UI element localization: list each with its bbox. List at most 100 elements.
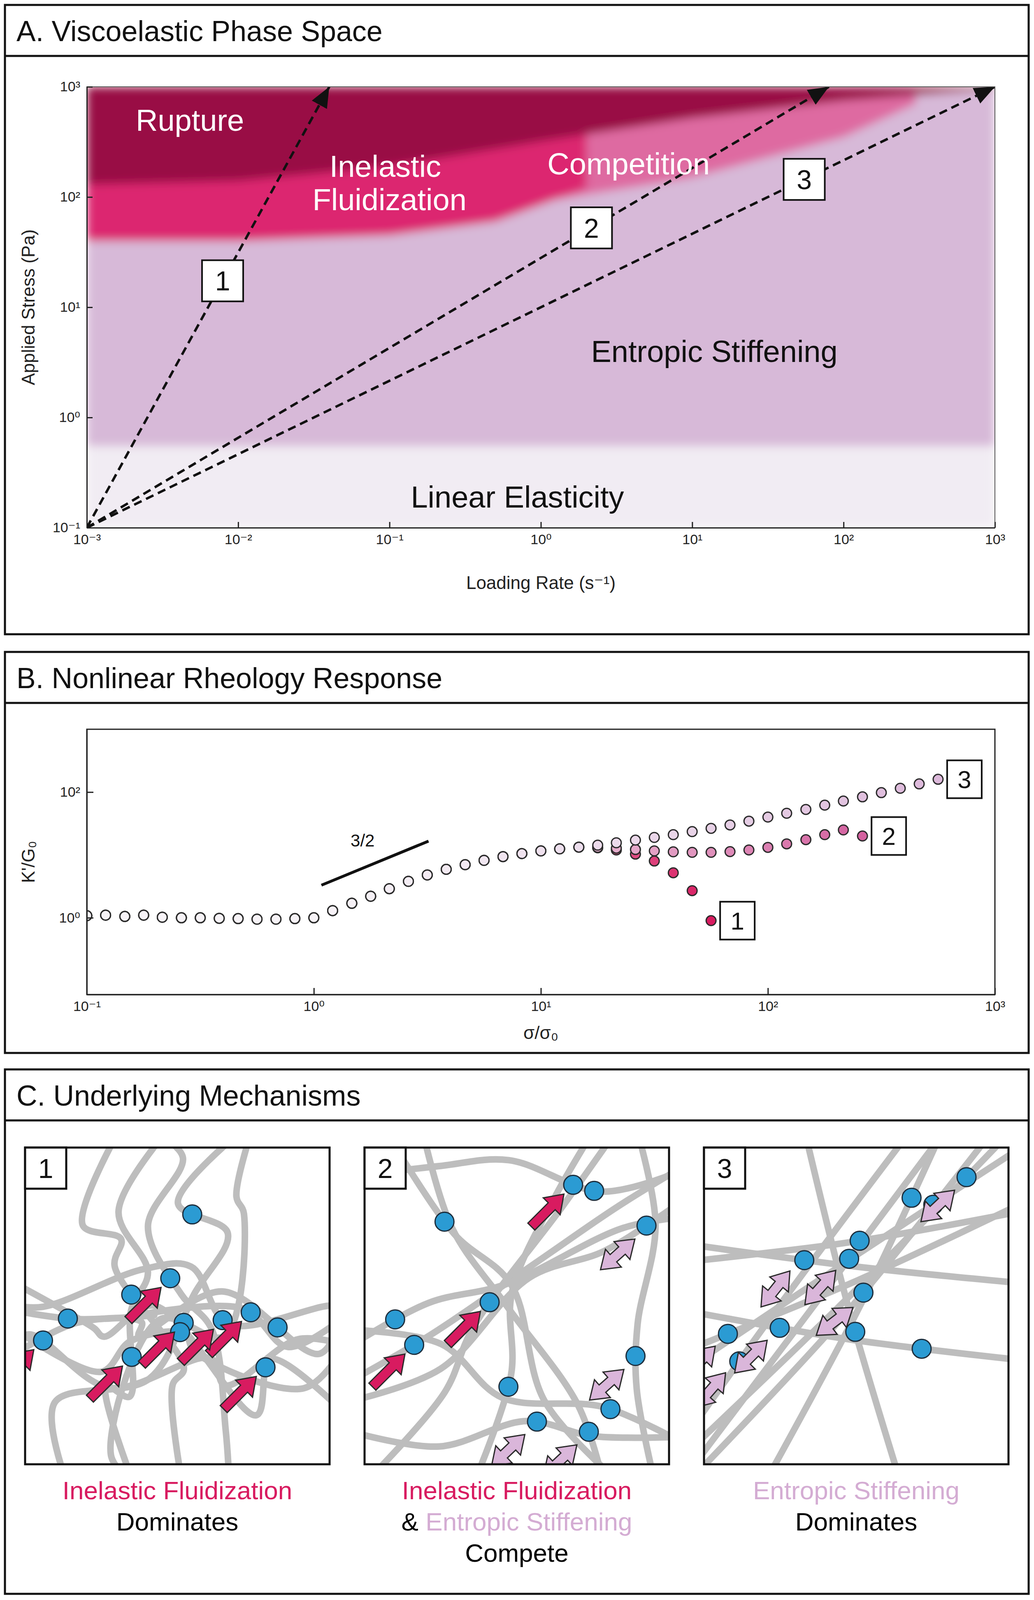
data-point xyxy=(233,913,244,924)
fluidization-arrow xyxy=(364,1346,414,1396)
caption-line: Compete xyxy=(464,1539,569,1568)
data-point xyxy=(157,912,168,923)
tick: 10⁻² xyxy=(224,522,253,548)
tick: 10³ xyxy=(60,78,93,95)
caption-run: Compete xyxy=(464,1539,569,1568)
tick-mark xyxy=(767,988,769,995)
x-axis-title: Loading Rate (s⁻¹) xyxy=(466,572,616,593)
data-point xyxy=(441,864,452,875)
data-point xyxy=(441,864,452,875)
data-point xyxy=(838,796,849,807)
tick-label: 10⁰ xyxy=(59,409,81,426)
tick: 10¹ xyxy=(60,299,93,315)
tick-mark xyxy=(540,988,542,995)
tick-label: 10⁻¹ xyxy=(52,519,81,536)
crosslink xyxy=(845,1322,865,1342)
data-point xyxy=(138,910,149,921)
plot-frame xyxy=(86,86,995,528)
crosslink xyxy=(268,1318,288,1338)
filament xyxy=(51,1147,242,1465)
panel-title: B. Nonlinear Rheology Response xyxy=(16,662,443,695)
arrow-label-box xyxy=(202,260,244,302)
series-points xyxy=(86,774,944,925)
stiffening-arrow xyxy=(592,1230,643,1280)
phase-region xyxy=(86,446,995,528)
network xyxy=(364,1147,670,1465)
data-point xyxy=(724,846,735,857)
tick-mark xyxy=(843,522,845,528)
stiffening-arrow xyxy=(751,1264,800,1316)
data-point xyxy=(346,898,357,909)
data-point xyxy=(781,839,792,850)
data-point xyxy=(119,911,130,922)
plot-frame xyxy=(86,729,995,995)
crosslink xyxy=(601,1400,621,1420)
axis-line xyxy=(86,729,88,996)
panel-title-rule xyxy=(4,55,1029,58)
crosslink xyxy=(385,1310,405,1330)
axis: 10⁻³10⁻²10⁻¹10⁰10¹10²10³ xyxy=(73,522,1006,548)
data-point xyxy=(100,910,111,921)
caption-run: Dominates xyxy=(116,1508,239,1537)
caption-line: Dominates xyxy=(116,1508,239,1537)
data-point xyxy=(668,868,679,879)
phase-region xyxy=(86,86,995,447)
crosslink xyxy=(794,1251,814,1271)
region-label: Linear Elasticity xyxy=(410,480,624,515)
data-point xyxy=(516,848,527,859)
crosslink xyxy=(434,1212,454,1232)
crosslink xyxy=(579,1422,599,1442)
data-point xyxy=(290,913,300,924)
tick-label: 10² xyxy=(757,998,779,1015)
mechanism-frame xyxy=(25,1147,330,1465)
data-point xyxy=(592,840,603,851)
data-point xyxy=(290,913,300,924)
data-point xyxy=(706,823,716,834)
data-point xyxy=(554,844,565,855)
data-point xyxy=(573,842,584,853)
series-label-text: 3 xyxy=(957,766,972,794)
series-label-box xyxy=(720,901,755,940)
tick: 10² xyxy=(757,988,779,1015)
stiffening-arrow xyxy=(483,1426,533,1465)
filament xyxy=(364,1330,670,1446)
tick-label: 10² xyxy=(60,784,81,800)
data-point xyxy=(706,847,716,858)
data-point xyxy=(422,870,433,881)
crosslink xyxy=(499,1377,519,1397)
fluidization-arrow xyxy=(439,1303,489,1353)
region-label: Rupture xyxy=(135,103,244,138)
fluidization-arrow xyxy=(120,1279,170,1330)
panel-frame xyxy=(4,4,1029,635)
data-point xyxy=(100,910,111,921)
data-point xyxy=(724,820,735,831)
data-point xyxy=(119,911,130,922)
path-arrow xyxy=(86,86,830,528)
data-point xyxy=(195,913,206,923)
panel-frame xyxy=(4,652,1029,1054)
crosslink xyxy=(527,1412,547,1432)
data-point xyxy=(554,844,565,855)
tick: 10³ xyxy=(985,988,1006,1015)
series-points xyxy=(86,842,716,927)
arrow-label: 3 xyxy=(783,158,825,200)
filament xyxy=(766,1147,943,1465)
data-point xyxy=(327,906,338,916)
data-point xyxy=(195,913,206,923)
crosslink xyxy=(636,1216,656,1236)
data-point xyxy=(743,816,754,827)
data-point xyxy=(478,855,489,866)
data-point xyxy=(233,913,244,924)
axis: 10⁰10² xyxy=(59,729,94,996)
mechanism-frame xyxy=(364,1147,670,1465)
data-point xyxy=(497,852,508,863)
caption-line: Entropic Stiffening xyxy=(752,1476,960,1506)
data-point xyxy=(687,885,698,896)
data-point xyxy=(384,884,395,895)
data-point xyxy=(914,779,925,790)
arrows xyxy=(86,86,995,528)
data-point xyxy=(176,913,187,923)
fluidization-arrow xyxy=(81,1358,131,1408)
data-point xyxy=(536,846,547,857)
data-point xyxy=(895,783,906,794)
